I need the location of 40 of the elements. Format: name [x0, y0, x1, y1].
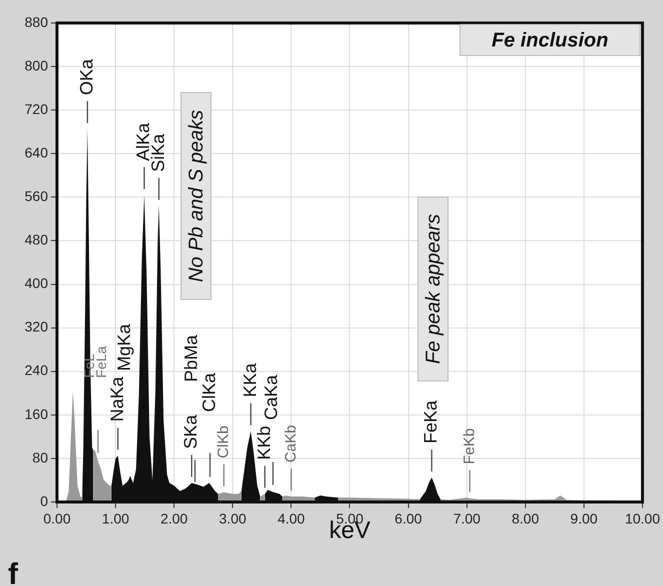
annotation: OKa — [76, 58, 96, 96]
annotation: No Pb and S peaks — [186, 110, 208, 282]
annotation: CaKa — [260, 374, 281, 420]
text: f — [8, 558, 19, 586]
x-tick-label: 3.00 — [219, 510, 246, 526]
annotation: NaKa — [106, 376, 127, 422]
y-tick-label: 320 — [24, 318, 48, 335]
x-tick-label: 1.00 — [102, 510, 130, 526]
y-tick-label: 720 — [24, 100, 48, 117]
annotation: ClKb — [215, 426, 232, 458]
y-tick-label: 480 — [24, 232, 48, 248]
y-tick-label: 800 — [24, 57, 48, 74]
x-tick-label: 7.00 — [453, 510, 481, 526]
annotation: KKb — [254, 426, 274, 460]
y-tick-label: 560 — [24, 188, 48, 204]
x-tick-label: 8.00 — [512, 510, 540, 526]
y-tick-label: 80 — [32, 449, 48, 466]
y-tick-label: 160 — [24, 406, 48, 422]
annotation: SKa — [180, 414, 201, 449]
annotation: FeKb — [460, 428, 478, 464]
x-tick-label: 0.00 — [43, 510, 71, 526]
annotation: Fe peak appears — [422, 214, 445, 364]
annotation: KKa — [240, 362, 260, 398]
x-tick-label: 4.00 — [278, 510, 306, 526]
y-tick-label: 880 — [24, 14, 48, 30]
x-tick-label: 2.00 — [160, 510, 188, 526]
annotation: ClKa — [198, 372, 219, 412]
x-tick-label: 10.00 — [624, 510, 660, 526]
y-tick-label: 0 — [40, 492, 48, 509]
annotation: Fe inclusion — [492, 30, 608, 52]
annotation: FeKa — [420, 399, 441, 444]
annotation: SiKa — [148, 132, 168, 172]
annotation: MgKa — [114, 322, 134, 371]
y-tick-label: 240 — [24, 362, 48, 378]
x-tick-label: 6.00 — [394, 510, 422, 526]
y-tick-label: 640 — [24, 144, 48, 160]
annotation: CaKb — [282, 425, 300, 463]
annotation: PbMa — [180, 334, 201, 382]
x-tick-label: 9.00 — [570, 510, 598, 526]
y-tick-label: 400 — [24, 275, 48, 292]
